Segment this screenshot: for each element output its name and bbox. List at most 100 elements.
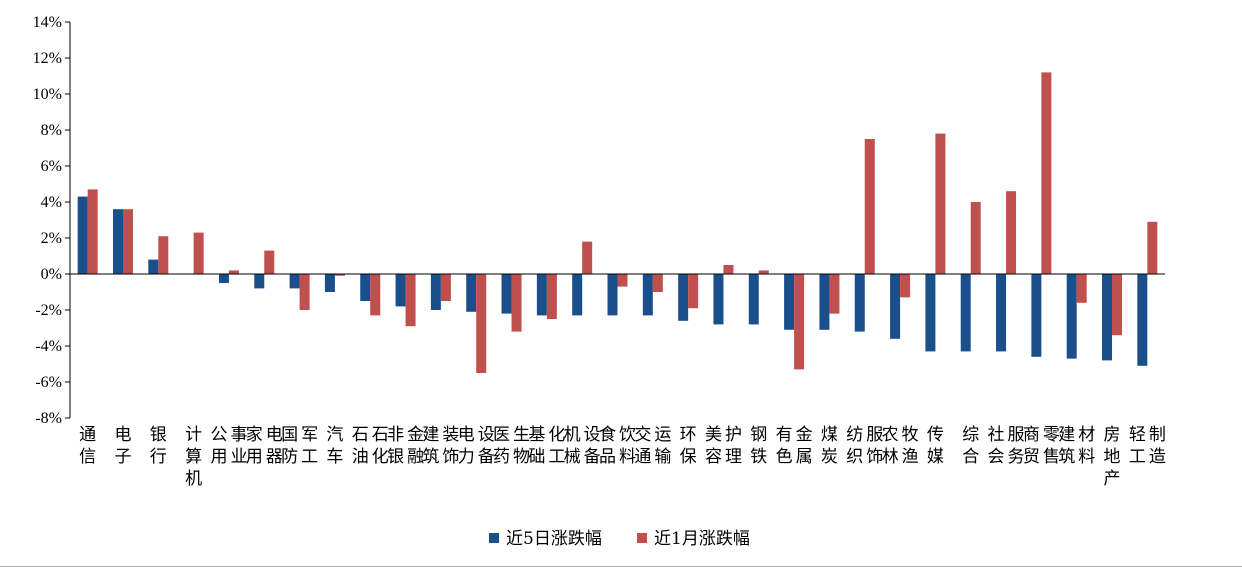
x-tick-label-text: 基础化工: [528, 425, 565, 467]
y-tick-label: -8%: [35, 410, 62, 427]
bar-5d-28: [1066, 274, 1077, 359]
x-tick-label: 环保: [680, 425, 697, 467]
x-tick-label: 有色金属: [776, 425, 813, 467]
bar-5d-10: [430, 274, 441, 310]
x-tick-label-text: 食品饮料: [599, 425, 636, 467]
x-tick-label: 机械设备: [564, 425, 601, 467]
y-tick-label: 6%: [41, 158, 62, 175]
bar-1m-0: [87, 189, 98, 274]
legend-label: 近5日涨跌幅: [506, 529, 602, 549]
y-tick-label: 12%: [33, 50, 62, 67]
bar-1m-6: [299, 274, 310, 310]
bar-1m-3: [193, 232, 204, 274]
x-tick-label-text: 纺织服饰: [846, 425, 883, 467]
bar-1m-1: [122, 209, 133, 274]
bar-5d-5: [254, 274, 265, 289]
x-tick-label: 煤炭: [821, 425, 838, 467]
x-tick-label-text: 交通运输: [634, 425, 671, 467]
x-tick-label-text: 电力设备: [458, 425, 495, 467]
bar-5d-8: [360, 274, 371, 301]
x-tick-label: 农林牧渔: [882, 425, 919, 467]
bar-1m-17: [688, 274, 699, 309]
bar-1m-18: [723, 265, 734, 274]
y-tick-label: 14%: [33, 14, 62, 31]
x-tick-label: 家用电器: [246, 425, 283, 467]
x-tick-label-text: 传媒: [927, 425, 944, 467]
x-tick-label-text: 煤炭: [821, 425, 838, 467]
bar-5d-22: [854, 274, 865, 332]
bar-1m-16: [652, 274, 663, 292]
legend-swatch: [489, 533, 499, 543]
legend-item: 近5日涨跌幅: [489, 529, 602, 549]
bar-1m-2: [158, 236, 169, 274]
x-tick-label-text: 农林牧渔: [882, 425, 919, 467]
y-tick-label: 4%: [41, 194, 62, 211]
bar-5d-0: [77, 196, 88, 274]
x-tick-label: 综合: [962, 425, 979, 467]
x-tick-label-text: 建筑材料: [1058, 425, 1095, 467]
x-tick-label: 建筑装饰: [422, 425, 459, 467]
x-tick-label-text: 环保: [680, 425, 697, 467]
x-tick-label-text: 非银金融: [387, 425, 424, 467]
bar-1m-20: [794, 274, 805, 370]
x-tick-label-text: 综合: [962, 425, 979, 467]
bar-5d-16: [642, 274, 653, 316]
x-tick-label: 汽车: [326, 425, 343, 467]
x-tick-label-text: 银行: [150, 425, 167, 467]
x-tick-label: 房地产: [1104, 425, 1121, 489]
bar-1m-25: [970, 202, 981, 274]
bar-5d-29: [1102, 274, 1113, 361]
bar-1m-10: [440, 274, 451, 301]
x-tick-label-text: 钢铁: [750, 425, 767, 467]
x-tick-label: 轻工制造: [1129, 425, 1166, 467]
bar-1m-19: [758, 270, 769, 274]
x-tick-label-text: 通信: [79, 425, 96, 467]
y-tick-label: 10%: [33, 86, 62, 103]
x-tick-label: 国防军工: [281, 425, 318, 467]
bar-5d-20: [784, 274, 795, 330]
x-tick-label-text: 美容护理: [705, 425, 742, 467]
x-tick-label: 公用事业: [210, 425, 247, 467]
x-tick-label-text: 电子: [114, 425, 131, 467]
x-tick-label: 银行: [150, 425, 167, 467]
bar-1m-29: [1112, 274, 1123, 336]
x-tick-label-text: 国防军工: [281, 425, 318, 467]
bar-5d-13: [536, 274, 547, 316]
x-tick-label-text: 计算机: [185, 425, 202, 489]
bar-1m-23: [900, 274, 911, 298]
x-tick-label-text: 医药生物: [493, 425, 530, 467]
bar-5d-27: [1031, 274, 1042, 357]
x-tick-label: 基础化工: [528, 425, 565, 467]
x-tick-label: 美容护理: [705, 425, 742, 467]
x-tick-label: 电子: [114, 425, 131, 467]
bar-5d-9: [395, 274, 406, 307]
legend-label: 近1月涨跌幅: [654, 529, 750, 549]
y-tick-label: 2%: [41, 230, 62, 247]
x-tick-label: 钢铁: [750, 425, 767, 467]
bar-1m-15: [617, 274, 628, 287]
bar-5d-19: [748, 274, 759, 325]
bar-5d-14: [572, 274, 583, 316]
x-tick-label-text: 建筑装饰: [422, 425, 459, 467]
bar-1m-9: [405, 274, 416, 327]
bar-5d-11: [466, 274, 477, 312]
bar-5d-15: [607, 274, 618, 316]
legend-swatch: [637, 533, 647, 543]
x-tick-label: 计算机: [185, 425, 202, 489]
bar-1m-11: [476, 274, 487, 373]
y-tick-label: -2%: [35, 302, 62, 319]
x-tick-label: 非银金融: [387, 425, 424, 467]
x-tick-label: 电力设备: [458, 425, 495, 467]
bar-5d-12: [501, 274, 512, 314]
y-tick-label: -4%: [35, 338, 62, 355]
bar-5d-2: [148, 259, 159, 274]
bar-1m-5: [264, 250, 275, 274]
x-tick-label: 食品饮料: [599, 425, 636, 467]
x-tick-label-text: 房地产: [1104, 425, 1121, 489]
x-tick-label-text: 汽车: [326, 425, 343, 467]
legend-item: 近1月涨跌幅: [637, 529, 750, 549]
bar-1m-12: [511, 274, 522, 332]
x-tick-label-text: 商贸零售: [1023, 425, 1060, 467]
